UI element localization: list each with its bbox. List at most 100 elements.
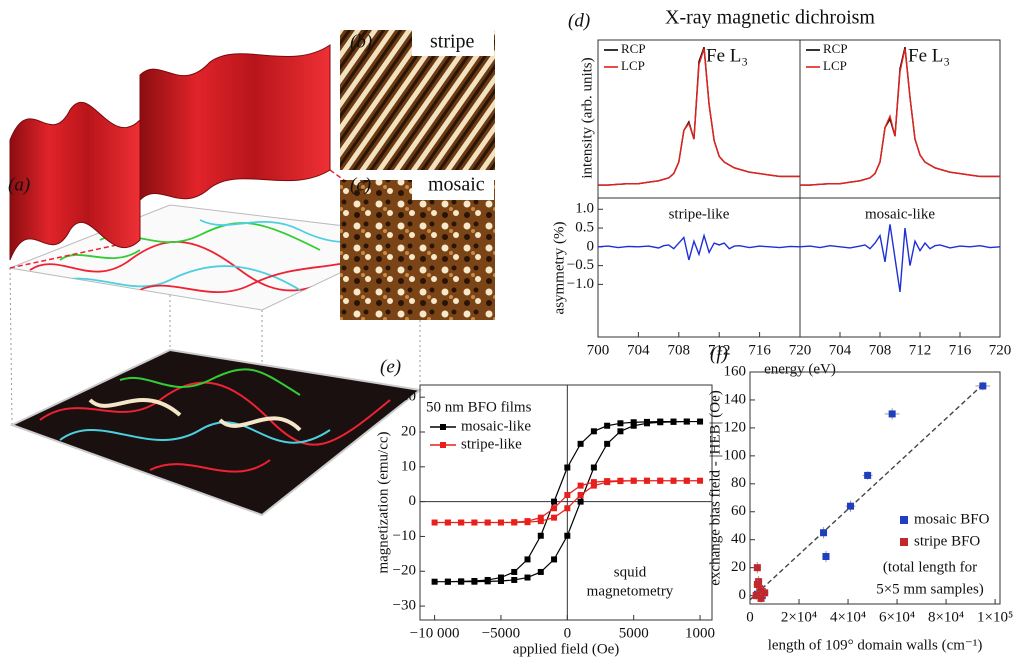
legend-label: stripe BFO — [914, 533, 980, 549]
data-point — [538, 533, 544, 539]
x-tick-label: 708 — [668, 342, 691, 358]
y-tick-label: −10 — [393, 528, 416, 544]
x-tick-label: 704 — [829, 342, 852, 358]
x-tick-label: −10 000 — [410, 625, 460, 641]
y-axis-label: asymmetry (%) — [551, 222, 567, 315]
x-tick-label: 5000 — [619, 625, 649, 641]
y-tick-label: 0 — [587, 238, 595, 254]
data-point — [471, 578, 477, 584]
data-point — [979, 382, 986, 389]
y-tick-label: 10 — [401, 458, 416, 474]
figure: (a) (b) stripe (c) mosaic (d) X-ray magn… — [0, 0, 1014, 657]
x-tick-label: 0 — [746, 609, 754, 625]
data-point — [578, 492, 584, 498]
x-tick-label: 716 — [949, 342, 972, 358]
data-point — [591, 479, 597, 485]
data-point — [754, 564, 761, 571]
data-point — [578, 441, 584, 447]
data-point — [604, 441, 610, 447]
data-point — [822, 553, 829, 560]
legend-label: mosaic-like — [461, 418, 531, 434]
legend-swatch — [900, 538, 908, 546]
annotation: magnetometry — [587, 583, 674, 599]
x-tick-label: 704 — [627, 342, 650, 358]
x-tick-label: 1×10⁵ — [977, 609, 1013, 625]
data-point — [864, 472, 871, 479]
data-point — [631, 419, 637, 425]
data-point — [458, 578, 464, 584]
y-axis-label: exchange bias field - |HEB| (Oe) — [707, 390, 723, 586]
x-tick-label: 708 — [869, 342, 892, 358]
legend-title: 50 nm BFO films — [426, 399, 532, 415]
x-tick-label: 0 — [564, 625, 572, 641]
data-point — [671, 419, 677, 425]
y-tick-label: 100 — [724, 447, 747, 463]
annotation: Fe L₃ — [706, 45, 748, 66]
data-point — [604, 423, 610, 429]
data-point — [551, 505, 557, 511]
y-tick-label: 0 — [409, 493, 417, 509]
data-point — [578, 499, 584, 505]
data-point — [657, 478, 663, 484]
panel-label: (f) — [710, 343, 728, 364]
data-point — [511, 569, 517, 575]
image-caption: stripe — [430, 31, 475, 53]
data-point — [525, 518, 531, 524]
data-point — [432, 520, 438, 526]
panel-label: (a) — [8, 174, 30, 195]
legend-label: RCP — [621, 41, 646, 56]
data-point — [564, 465, 570, 471]
x-tick-label: 712 — [909, 342, 932, 358]
data-point — [604, 478, 610, 484]
data-point — [684, 419, 690, 425]
data-point — [617, 420, 623, 426]
annotation: mosaic-like — [865, 206, 935, 222]
y-tick-label: 20 — [731, 559, 746, 575]
data-point — [525, 556, 531, 562]
panel-label: (d) — [568, 10, 590, 31]
data-point — [697, 478, 703, 484]
data-point — [617, 428, 623, 434]
legend-label: stripe-like — [461, 436, 522, 452]
data-point — [445, 520, 451, 526]
data-line — [800, 224, 1000, 292]
legend-swatch — [900, 516, 908, 524]
panel-label: (c) — [350, 174, 371, 195]
y-tick-label: 60 — [731, 503, 746, 519]
y-tick-label: −20 — [393, 563, 416, 579]
annotation: (total length for — [883, 559, 977, 575]
data-point — [485, 520, 491, 526]
data-point — [631, 478, 637, 484]
data-point — [847, 503, 854, 510]
data-point — [551, 499, 557, 505]
data-point — [644, 419, 650, 425]
x-axis-label: energy (eV) — [764, 361, 836, 377]
y-axis-label: magnetization (emu/cc) — [375, 431, 391, 573]
x-tick-label: −5000 — [482, 625, 520, 641]
data-point — [458, 520, 464, 526]
data-point — [485, 577, 491, 583]
data-point — [684, 478, 690, 484]
y-tick-label: −1.0 — [567, 276, 594, 292]
data-point — [657, 419, 663, 425]
data-point — [445, 579, 451, 585]
x-tick-label: 1000 — [685, 625, 715, 641]
afm-image-mosaic — [340, 180, 495, 320]
x-tick-label: 716 — [748, 342, 771, 358]
chart-title: X-ray magnetic dichroism — [665, 7, 875, 29]
legend-label: LCP — [823, 58, 847, 73]
data-point — [564, 533, 570, 539]
data-point — [564, 505, 570, 511]
image-caption: mosaic — [428, 174, 485, 196]
y-tick-label: 30 — [401, 389, 416, 405]
data-point — [551, 556, 557, 562]
data-point — [697, 419, 703, 425]
data-point — [754, 581, 761, 588]
x-tick-label: 700 — [587, 342, 610, 358]
annotation: squid — [614, 564, 647, 580]
data-point — [498, 575, 504, 581]
data-point — [432, 579, 438, 585]
data-point — [671, 478, 677, 484]
y-tick-label: 160 — [724, 363, 747, 379]
x-tick-label: 720 — [789, 342, 812, 358]
